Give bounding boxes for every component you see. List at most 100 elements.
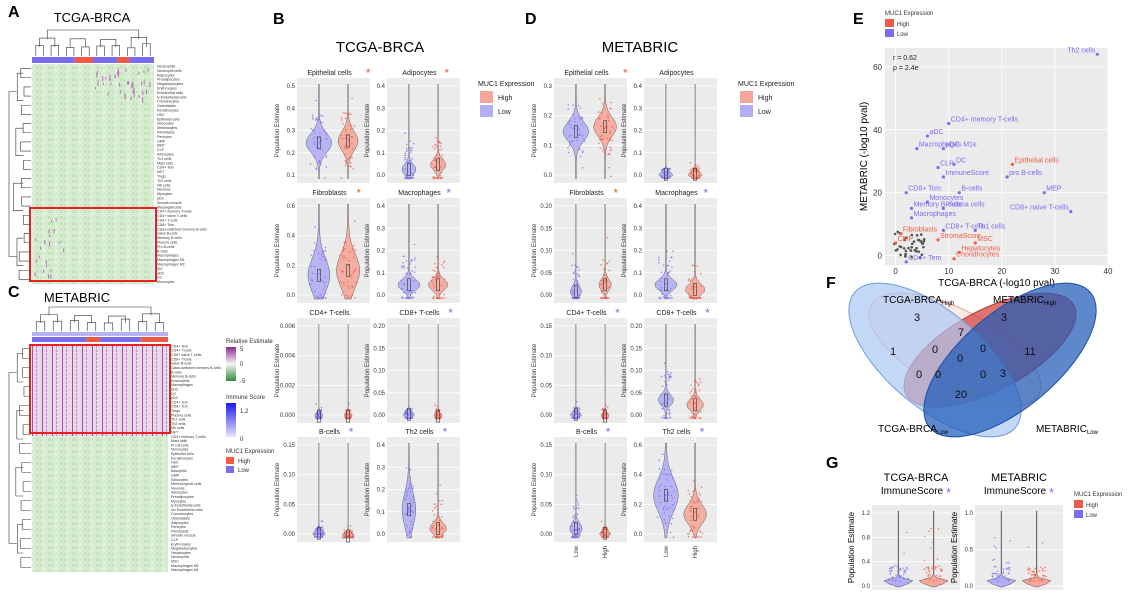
data-point	[347, 531, 349, 534]
data-point	[607, 533, 610, 535]
data-point	[1041, 579, 1043, 582]
data-point	[343, 530, 346, 533]
muc1-high-swatch-c	[226, 457, 234, 464]
heatmap-cell	[142, 97, 144, 103]
heatmap-row-label: Tregs	[157, 175, 166, 179]
data-point	[352, 248, 354, 251]
data-point	[696, 265, 699, 268]
panel-b: B TCGA-BRCA Epithelial cells *0.50.40.30.…	[273, 11, 535, 543]
point-label: CD4+ memory T-cells	[951, 116, 1019, 123]
data-point	[1028, 568, 1031, 570]
heatmap-row-label: Th2 cells	[157, 179, 172, 183]
heatmap-row-label: MSC	[171, 560, 179, 564]
data-point	[349, 165, 351, 168]
data-point	[700, 285, 702, 287]
data-point	[941, 578, 944, 581]
data-point	[605, 126, 607, 128]
heatmap-cell	[96, 72, 98, 78]
data-point	[666, 250, 668, 253]
y-tick-label: 0.1	[544, 143, 553, 149]
data-point	[604, 408, 607, 410]
data-point	[606, 412, 609, 415]
data-point	[995, 547, 997, 550]
box-marker	[317, 136, 321, 150]
muc1-low-label-c: Low	[238, 468, 250, 474]
data-point	[348, 264, 350, 267]
data-point-other	[893, 232, 897, 236]
significance-star: *	[700, 425, 705, 439]
data-point	[439, 413, 442, 415]
data-point	[665, 376, 668, 379]
data-point	[571, 292, 574, 294]
data-point	[697, 383, 700, 386]
y-axis-label: METABRIC (-log10 pval)	[859, 102, 870, 211]
violin-title: METABRIC	[991, 472, 1047, 484]
data-point	[349, 525, 352, 527]
data-point	[408, 532, 411, 534]
data-point	[322, 528, 324, 531]
data-point	[689, 530, 692, 533]
data-point	[410, 290, 413, 293]
data-point	[691, 525, 694, 527]
data-point	[435, 519, 438, 521]
data-point	[574, 264, 577, 266]
data-point	[351, 147, 354, 150]
data-point	[906, 567, 909, 570]
data-point	[667, 271, 670, 274]
data-point	[694, 488, 697, 491]
point-label: Memory B-cells	[914, 201, 963, 208]
significance-star: *	[613, 186, 618, 200]
data-point	[993, 566, 996, 568]
venn-count: 7	[958, 327, 964, 339]
data-point	[413, 279, 415, 282]
data-point	[1095, 52, 1099, 56]
data-point	[896, 570, 899, 573]
data-point	[693, 286, 696, 288]
data-point	[696, 536, 699, 538]
heatmap-cell	[146, 89, 148, 95]
violin-high	[600, 323, 610, 420]
violin-title: B-cells	[319, 429, 341, 436]
data-point	[354, 249, 357, 252]
data-point	[604, 404, 607, 406]
data-point	[939, 567, 942, 570]
data-point	[321, 280, 324, 283]
data-point	[315, 403, 318, 405]
data-point	[404, 497, 406, 500]
data-point	[432, 525, 434, 527]
data-point	[903, 552, 905, 555]
y-tick-label: 0.05	[540, 383, 552, 389]
data-point	[345, 130, 347, 133]
data-point	[947, 121, 951, 126]
data-point	[320, 526, 323, 529]
x-tick-label: 40	[1104, 267, 1113, 276]
data-point	[443, 278, 446, 280]
data-point	[324, 256, 327, 259]
data-point	[317, 297, 319, 299]
data-point	[927, 575, 930, 578]
heatmap-cell	[38, 255, 40, 259]
data-point	[410, 487, 412, 490]
heatmap-row-label: Hepatocytes	[171, 551, 191, 555]
box-marker	[436, 522, 440, 535]
data-point	[689, 402, 691, 404]
venn-set-label: TCGA-BRCAHigh	[883, 295, 954, 307]
data-point	[668, 297, 670, 299]
data-point	[603, 408, 605, 411]
data-point	[576, 139, 578, 141]
muc1-low-label-e: Low	[897, 32, 909, 38]
heatmap-cell	[50, 274, 52, 279]
heatmap-row-label: Th1 cells	[171, 418, 186, 422]
violin-low	[658, 83, 674, 180]
venn-count: 0	[980, 343, 986, 355]
data-point	[607, 119, 610, 122]
data-point	[662, 402, 664, 405]
data-point	[696, 499, 699, 502]
heatmap-row-label: Preadipocytes	[157, 78, 180, 82]
data-point	[318, 297, 321, 299]
data-point	[937, 528, 940, 530]
data-point	[407, 414, 409, 417]
data-point	[1069, 209, 1073, 214]
y-tick-label: 20	[873, 189, 882, 198]
data-point	[1041, 569, 1044, 572]
